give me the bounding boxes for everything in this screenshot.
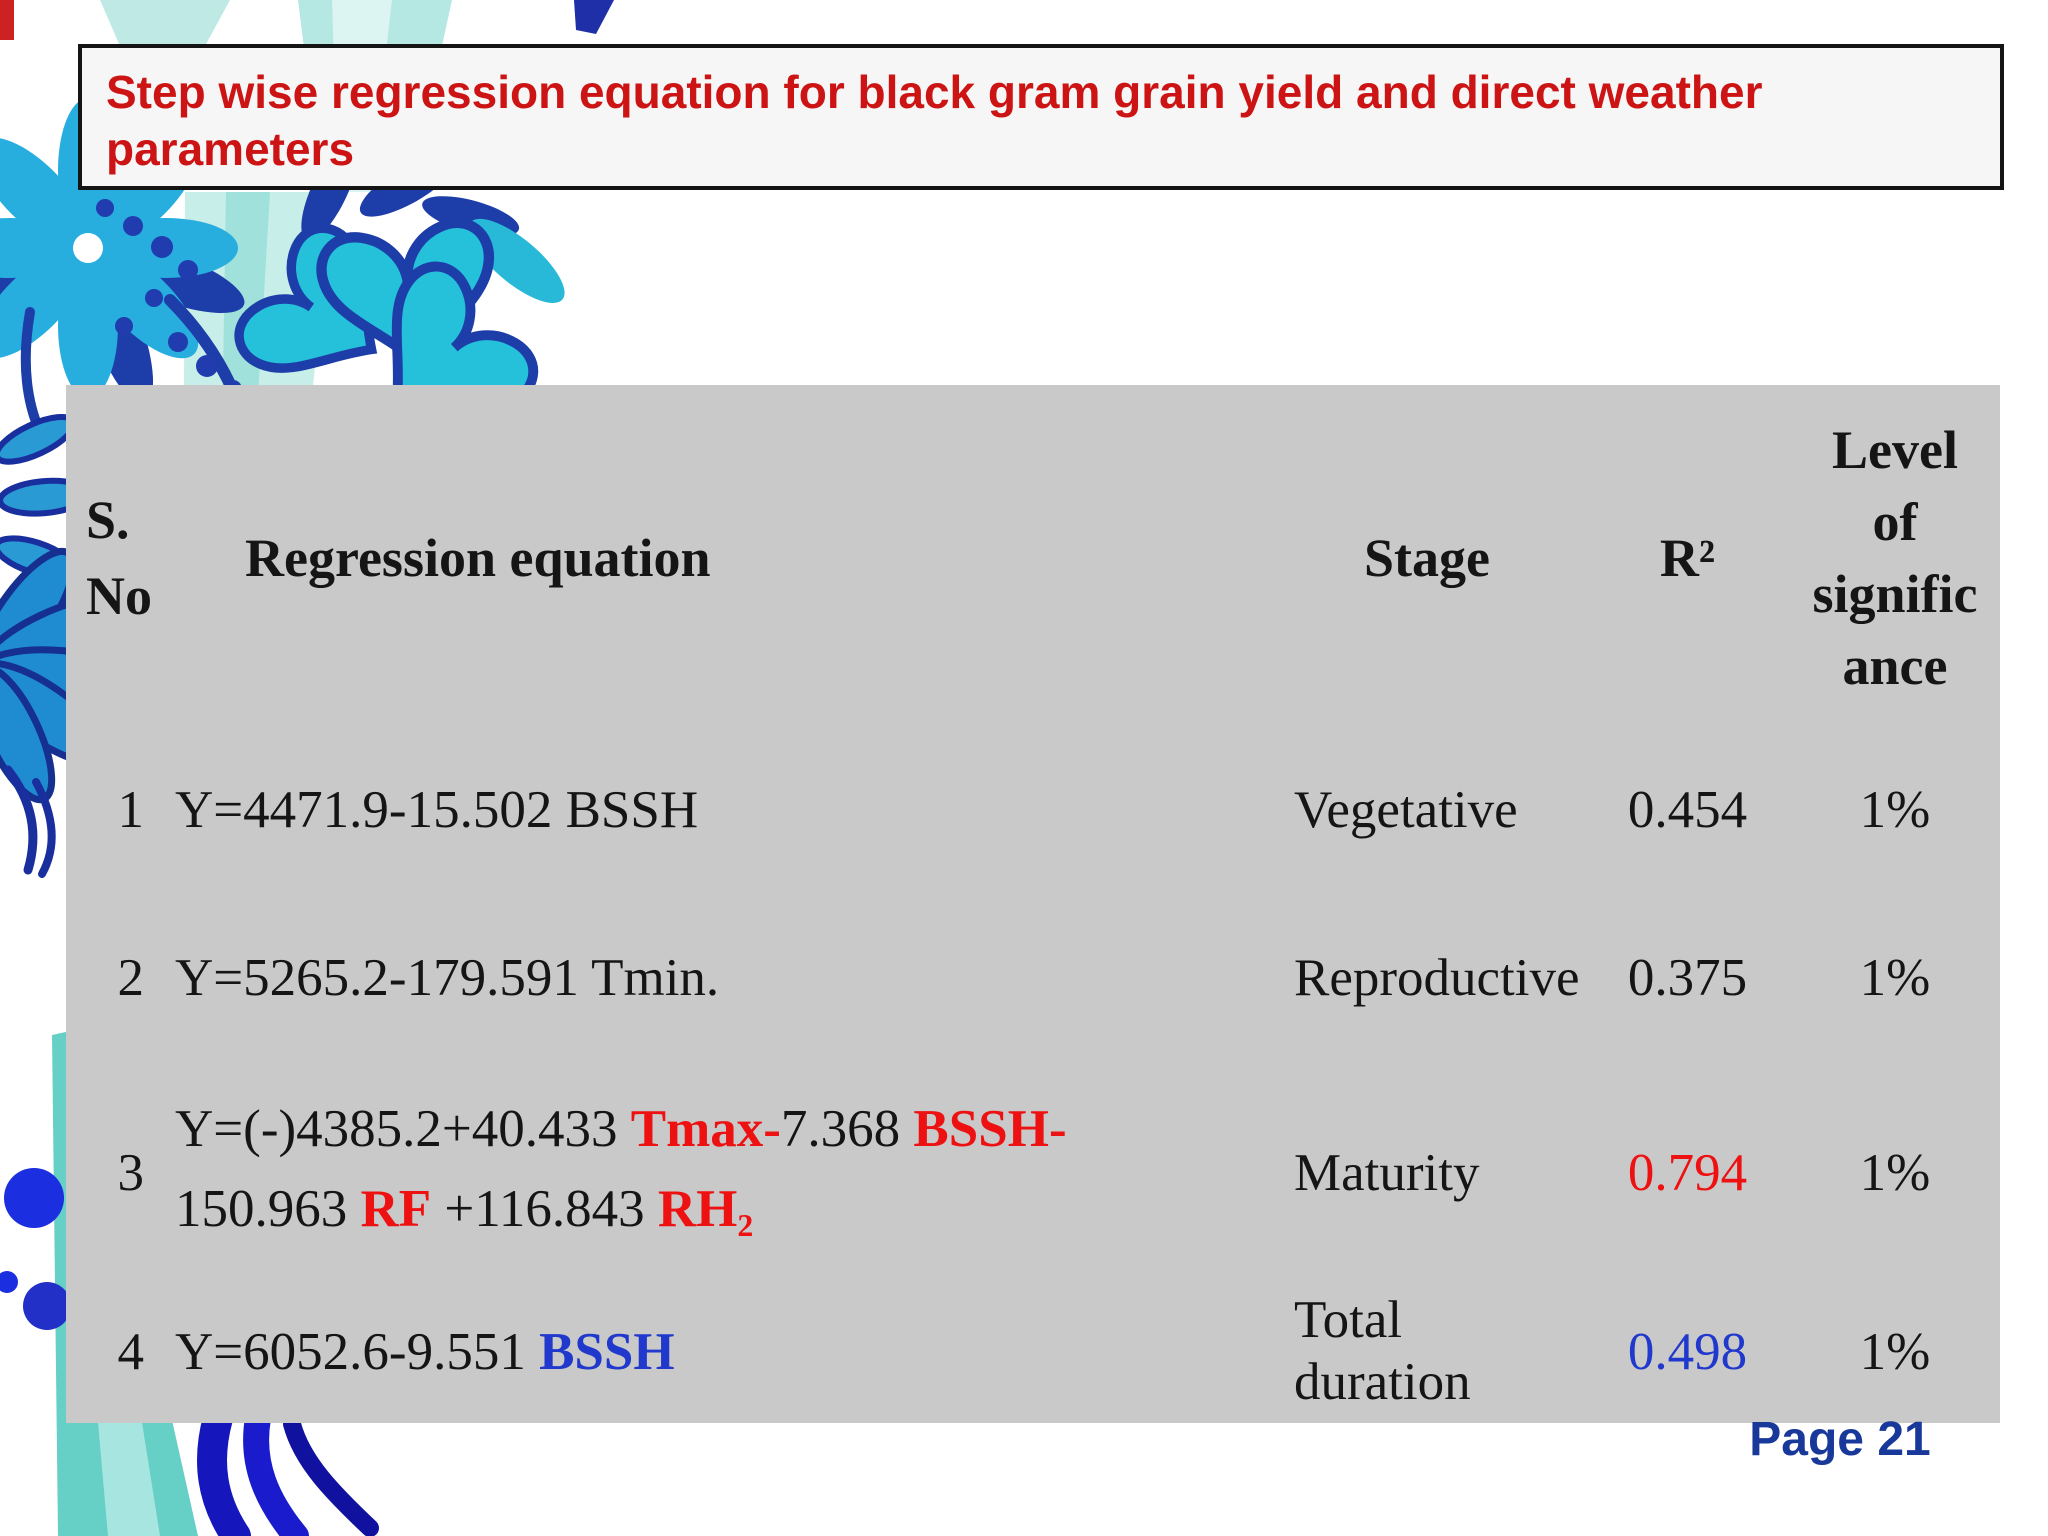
table-row: 2 Y=5265.2-179.591 Tmin. Reproductive 0.… <box>66 890 2000 1065</box>
row-number-cell: 3 <box>117 1143 145 1202</box>
blue-dot <box>0 1271 18 1293</box>
slide-title-line-2: parameters <box>106 123 355 175</box>
r2-cell: 0.375 <box>1627 948 1748 1007</box>
r2-cell: 0.454 <box>1627 781 1748 839</box>
significance-cell: 1% <box>1859 1143 1931 1202</box>
significance-cell: 1% <box>1859 948 1931 1007</box>
blue-dot <box>23 1282 71 1330</box>
r2-cell: 0.794 <box>1627 1143 1748 1202</box>
significance-cell: 1% <box>1859 781 1931 839</box>
equation-cell: Y=6052.6-9.551 BSSH <box>175 1322 675 1381</box>
row-number-cell: 1 <box>117 781 145 839</box>
table-row: 4 Y=6052.6-9.551 BSSH Total duration 0.4… <box>66 1280 2000 1423</box>
col-header-sno: S. No <box>86 489 152 626</box>
red-corner-bar <box>0 0 14 40</box>
blue-dot <box>4 1168 64 1228</box>
table-row: 3 Y=(-)4385.2+40.433 Tmax-7.368 BSSH- 150… <box>66 1065 2000 1280</box>
stage-cell: Reproductive <box>1294 948 1580 1007</box>
slide-title-line-1: Step wise regression equation for black … <box>106 66 1763 118</box>
significance-cell: 1% <box>1859 1322 1931 1381</box>
left-flower-fan <box>0 547 143 804</box>
equation-cell: Y=5265.2-179.591 Tmin. <box>175 948 720 1007</box>
col-header-r2: R² <box>1659 527 1716 588</box>
equation-cell: Y=4471.9-15.502 BSSH <box>175 781 699 839</box>
row-number-cell: 4 <box>117 1322 145 1381</box>
col-header-stage: Stage <box>1364 527 1490 588</box>
table-row: 1 Y=4471.9-15.502 BSSH Vegetative 0.454 … <box>66 730 2000 890</box>
stage-cell: Vegetative <box>1294 781 1518 839</box>
col-header-level: Level of signific ance <box>1812 419 1978 696</box>
r2-cell: 0.498 <box>1627 1322 1748 1381</box>
col-header-equation: Regression equation <box>245 527 711 588</box>
page-number: Page 21 <box>1749 1413 1931 1466</box>
row-number-cell: 2 <box>117 948 145 1007</box>
regression-table: S. No Regression equation Stage R² Level… <box>66 385 2000 1423</box>
stage-cell: Maturity <box>1294 1143 1480 1202</box>
stage-cell: Total duration <box>1294 1291 1471 1411</box>
table-header-row: S. No Regression equation Stage R² Level… <box>66 385 2000 730</box>
slide-title-box: Step wise regression equation for black … <box>78 44 2004 190</box>
equation-cell: Y=(-)4385.2+40.433 Tmax-7.368 BSSH- 150.9… <box>175 1100 1067 1244</box>
